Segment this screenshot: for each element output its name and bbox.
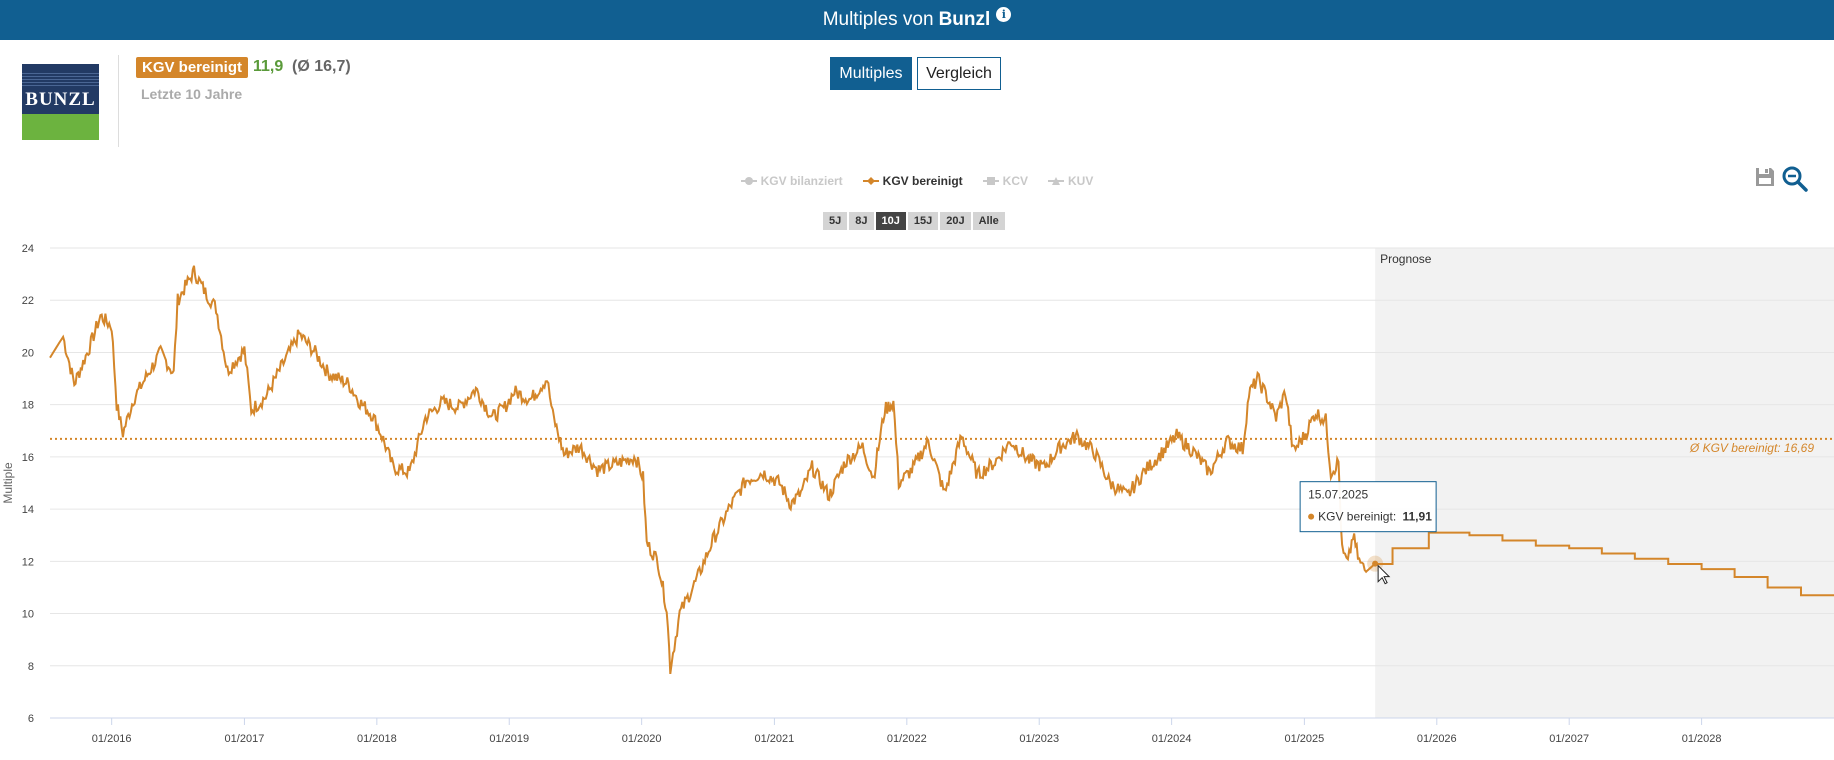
header-company: Bunzl [938,9,991,30]
square-marker-icon [982,177,999,185]
tooltip-value: 11,91 [1403,510,1433,524]
series-forecast-kgv-bereinigt[interactable] [1375,531,1834,597]
chart-legend: KGV bilanziert KGV bereinigt KCV KUV [0,174,1834,188]
diamond-marker-icon [862,177,879,185]
info-icon[interactable]: i [996,6,1012,22]
legend-label: KGV bilanziert [760,174,843,188]
legend-label: KGV bereinigt [882,174,963,188]
header-title-prefix: Multiples von [822,9,934,30]
metric-badge: KGV bereinigt [136,57,249,78]
tooltip: 15.07.2025 KGV bereinigt: 11,91 [1299,481,1437,533]
y-tick-label: 18 [22,400,34,412]
range-selector: 5J 8J 10J 15J 20J Alle [823,212,1007,230]
metric-average: (Ø 16,7) [292,58,351,75]
y-tick-label: 20 [22,347,34,359]
y-tick-label: 12 [22,556,34,568]
tooltip-series: KGV bereinigt: [1318,510,1396,524]
y-tick-label: 24 [22,243,34,255]
x-tick-label: 01/2028 [1682,733,1722,745]
x-tick-label: 01/2026 [1417,733,1457,745]
x-tick-label: 01/2019 [489,733,529,745]
forecast-band [1375,248,1834,718]
range-5j-button[interactable]: 5J [823,212,848,230]
x-tick-label: 01/2017 [225,733,265,745]
y-tick-label: 22 [22,295,34,307]
metric-period: Letzte 10 Jahre [141,86,243,102]
tooltip-box [1299,481,1437,533]
range-10j-button[interactable]: 10J [875,212,906,230]
legend-item-kcv[interactable]: KCV [982,174,1029,188]
forecast-label: Prognose [1380,252,1432,266]
x-tick-label: 01/2024 [1152,733,1192,745]
zoom-out-icon[interactable] [1782,166,1808,192]
hover-point[interactable] [1372,560,1379,567]
x-tick-label: 01/2027 [1549,733,1589,745]
circle-marker-icon [740,177,757,185]
y-tick-label: 16 [22,452,34,464]
logo-bottom [22,114,99,140]
divider [118,55,119,147]
legend-label: KCV [1002,174,1029,188]
tooltip-marker [1308,513,1315,520]
logo-text: BUNZL [25,89,96,110]
range-8j-button[interactable]: 8J [849,212,874,230]
x-tick-label: 01/2016 [92,733,132,745]
page-header: Multiples von Bunzl i [0,0,1834,40]
legend-item-kgv-bereinigt[interactable]: KGV bereinigt [862,174,963,188]
range-alle-button[interactable]: Alle [972,212,1005,230]
x-tick-label: 01/2025 [1285,733,1325,745]
metric-value: 11,9 [253,58,284,75]
y-tick-label: 6 [28,713,34,725]
logo-top: BUNZL [22,64,99,114]
x-tick-label: 01/2021 [755,733,795,745]
legend-item-kgv-bilanziert[interactable]: KGV bilanziert [740,174,843,188]
y-axis-ticks: 6 8 10 12 14 16 18 20 22 24 [22,243,34,725]
legend-label: KUV [1068,174,1094,188]
average-label: Ø KGV bereinigt: 16,69 [1689,441,1814,455]
x-tick-label: 01/2023 [1019,733,1059,745]
x-tick-label: 01/2022 [887,733,927,745]
triangle-marker-icon [1048,177,1065,185]
y-tick-label: 10 [22,609,34,621]
y-axis-label: Multiple [1,462,15,504]
x-tick-label: 01/2018 [357,733,397,745]
range-15j-button[interactable]: 15J [907,212,939,230]
mouse-cursor-icon [1377,564,1391,585]
kgv-chart[interactable]: 6 8 10 12 14 16 18 20 22 24 01/2016 01/2017 01/2018… [0,230,1834,760]
x-axis-ticks: 01/2016 01/2017 01/2018 01/2019 01/2020 01/20… [92,718,1722,745]
chart-grid [50,247,1834,719]
save-icon[interactable] [1754,166,1776,188]
y-tick-label: 8 [28,661,34,673]
vergleich-button[interactable]: Vergleich [917,57,1001,90]
legend-item-kuv[interactable]: KUV [1048,174,1093,188]
series-line-kgv-bereinigt[interactable] [49,265,1376,675]
multiples-button[interactable]: Multiples [830,57,912,90]
y-tick-label: 14 [22,504,34,516]
company-logo: BUNZL [22,64,99,140]
tooltip-value-line: KGV bereinigt: 11,91 [1318,510,1432,524]
range-20j-button[interactable]: 20J [940,212,971,230]
tooltip-date: 15.07.2025 [1308,488,1368,502]
x-tick-label: 01/2020 [622,733,662,745]
